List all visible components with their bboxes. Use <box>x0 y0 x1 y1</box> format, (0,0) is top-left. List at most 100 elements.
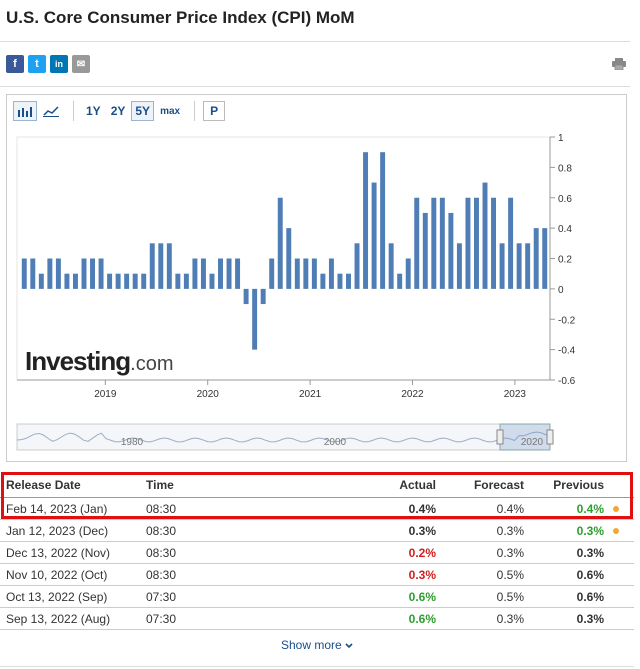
bar[interactable] <box>218 258 223 289</box>
bar[interactable] <box>269 258 275 289</box>
header-forecast[interactable]: Forecast <box>473 477 524 492</box>
table-header-row: Release Date Time Actual Forecast Previo… <box>0 472 634 498</box>
bar-chart-icon <box>18 107 32 117</box>
header-release-date[interactable]: Release Date <box>6 477 81 492</box>
bar[interactable] <box>354 243 360 289</box>
bar[interactable] <box>243 288 249 305</box>
bar[interactable] <box>311 258 317 289</box>
bottom-divider <box>0 666 634 667</box>
bar[interactable] <box>328 258 334 289</box>
navigator-window[interactable] <box>499 423 551 451</box>
bar[interactable] <box>72 273 78 289</box>
navigator-left-handle[interactable] <box>496 429 504 445</box>
table-row: Jan 12, 2023 (Dec) 08:30 0.3% 0.3% 0.3% <box>0 520 634 542</box>
bar[interactable] <box>141 273 147 289</box>
bar[interactable] <box>397 273 403 289</box>
bar[interactable] <box>516 243 522 289</box>
bar[interactable] <box>465 197 471 289</box>
bar[interactable] <box>38 273 44 289</box>
bar[interactable] <box>542 228 548 289</box>
row-previous: 0.6% <box>576 567 604 582</box>
bar[interactable] <box>132 273 138 289</box>
header-previous[interactable]: Previous <box>553 477 604 492</box>
bar[interactable] <box>388 243 394 289</box>
x-tick-label: 2022 <box>401 389 424 400</box>
bar[interactable] <box>414 197 420 289</box>
bar[interactable] <box>474 197 479 289</box>
facebook-share-icon[interactable]: f <box>6 55 24 73</box>
bar[interactable] <box>183 273 189 289</box>
bar[interactable] <box>235 258 241 289</box>
bar[interactable] <box>107 273 113 289</box>
show-more-link[interactable]: Show more <box>0 638 634 652</box>
p-button[interactable]: P <box>203 101 226 121</box>
bar[interactable] <box>482 182 488 289</box>
bar[interactable] <box>166 243 172 289</box>
bar[interactable] <box>21 258 27 289</box>
bar[interactable] <box>55 258 61 289</box>
twitter-share-icon[interactable]: t <box>28 55 46 73</box>
bar[interactable] <box>30 258 36 289</box>
bar[interactable] <box>209 273 215 289</box>
bar[interactable] <box>508 197 514 289</box>
bar[interactable] <box>380 152 386 289</box>
table-row: Nov 10, 2022 (Oct) 08:30 0.3% 0.5% 0.6% <box>0 564 634 586</box>
bar[interactable] <box>363 152 369 289</box>
line-chart-toggle[interactable] <box>39 101 63 121</box>
bar[interactable] <box>533 228 539 289</box>
bar[interactable] <box>64 273 70 289</box>
linkedin-share-icon[interactable]: in <box>50 55 68 73</box>
bar[interactable] <box>499 243 505 289</box>
bar[interactable] <box>47 258 53 289</box>
bar[interactable] <box>456 243 462 289</box>
row-actual: 0.3% <box>408 567 436 582</box>
bar[interactable] <box>491 197 497 289</box>
bar[interactable] <box>226 258 232 289</box>
bar[interactable] <box>260 288 266 305</box>
bar[interactable] <box>175 273 181 289</box>
range-1y-button[interactable]: 1Y <box>86 104 101 118</box>
bar[interactable] <box>192 258 198 289</box>
bar[interactable] <box>294 258 300 289</box>
bar[interactable] <box>90 258 95 289</box>
bar[interactable] <box>371 182 377 289</box>
bar[interactable] <box>115 273 121 289</box>
bar[interactable] <box>149 243 155 289</box>
header-actual[interactable]: Actual <box>399 477 436 492</box>
navigator-right-handle[interactable] <box>546 429 554 445</box>
row-forecast: 0.5% <box>496 567 524 582</box>
bar[interactable] <box>303 258 309 289</box>
y-tick-label: -0.2 <box>558 315 576 326</box>
chart-plot: 1 0.8 0.6 0.4 0.2 0 -0.2 -0.4 -0.6 2019 2020 2021 20… <box>16 133 576 451</box>
bar[interactable] <box>200 258 206 289</box>
row-release-date: Feb 14, 2023 (Jan) <box>6 501 108 516</box>
bar[interactable] <box>286 228 292 289</box>
header-time[interactable]: Time <box>146 477 174 492</box>
printer-icon[interactable] <box>612 58 626 70</box>
bar[interactable] <box>448 212 454 289</box>
bar[interactable] <box>337 273 343 289</box>
bar[interactable] <box>81 258 87 289</box>
range-max-button[interactable]: max <box>160 105 181 117</box>
range-5y-button[interactable]: 5Y <box>131 101 155 121</box>
x-tick-label: 2019 <box>94 389 117 400</box>
bar-chart-toggle[interactable] <box>13 101 37 121</box>
range-2y-button[interactable]: 2Y <box>110 104 126 118</box>
bar[interactable] <box>124 273 130 289</box>
bar[interactable] <box>320 273 326 289</box>
bar[interactable] <box>405 258 411 289</box>
bar[interactable] <box>277 197 283 289</box>
bar[interactable] <box>431 197 437 289</box>
bar[interactable] <box>252 288 258 350</box>
bar[interactable] <box>346 273 351 289</box>
row-time: 08:30 <box>146 501 177 516</box>
email-share-icon[interactable]: ✉ <box>72 55 90 73</box>
bar[interactable] <box>422 212 428 289</box>
bar[interactable] <box>525 243 531 289</box>
row-dot-cell <box>604 527 628 534</box>
bar[interactable] <box>98 258 104 289</box>
navigator-line <box>16 431 551 443</box>
bar[interactable] <box>439 197 445 289</box>
bar[interactable] <box>158 243 164 289</box>
share-bar: f t in ✉ <box>6 55 90 73</box>
